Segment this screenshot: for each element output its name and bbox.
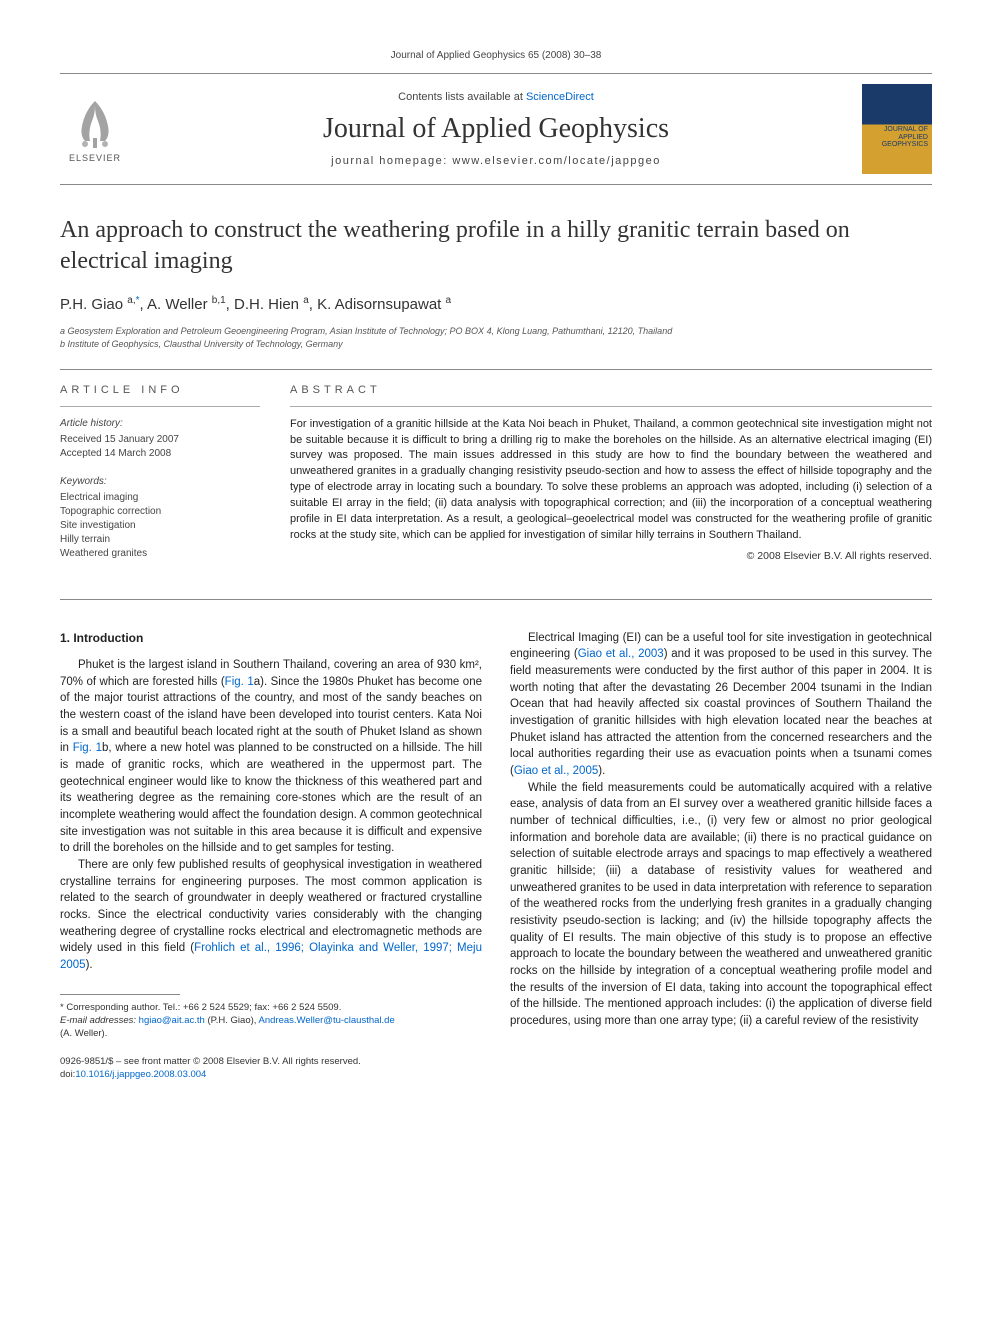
email-1[interactable]: hgiao@ait.ac.th (139, 1015, 205, 1026)
affiliation-a: a Geosystem Exploration and Petroleum Ge… (60, 325, 932, 338)
homepage-line: journal homepage: www.elsevier.com/locat… (130, 155, 862, 167)
elsevier-logo: ELSEVIER (60, 89, 130, 169)
keyword-4: Hilly terrain (60, 533, 260, 547)
doi-link[interactable]: 10.1016/j.jappgeo.2008.03.004 (75, 1069, 206, 1080)
cover-text: JOURNAL OF APPLIED GEOPHYSICS (882, 126, 928, 149)
intro-para-2: There are only few published results of … (60, 857, 482, 974)
keyword-5: Weathered granites (60, 547, 260, 561)
section-1-heading: 1. Introduction (60, 630, 482, 647)
email-line: E-mail addresses: hgiao@ait.ac.th (P.H. … (60, 1014, 482, 1027)
journal-title: Journal of Applied Geophysics (130, 113, 862, 145)
keywords-block: Keywords: Electrical imaging Topographic… (60, 475, 260, 561)
page-container: Journal of Applied Geophysics 65 (2008) … (0, 0, 992, 1121)
email-2-who: (A. Weller). (60, 1027, 482, 1040)
abstract-column: ABSTRACT For investigation of a granitic… (290, 384, 932, 575)
elsevier-label: ELSEVIER (69, 153, 121, 163)
history-received: Received 15 January 2007 (60, 433, 260, 447)
masthead: ELSEVIER Contents lists available at Sci… (60, 73, 932, 185)
keyword-2: Topographic correction (60, 505, 260, 519)
contents-prefix: Contents lists available at (398, 91, 526, 103)
citation-line: Journal of Applied Geophysics 65 (2008) … (60, 50, 932, 61)
footnotes: * Corresponding author. Tel.: +66 2 524 … (60, 1001, 482, 1041)
footnote-separator (60, 994, 180, 995)
contents-line: Contents lists available at ScienceDirec… (130, 91, 862, 103)
left-column: 1. Introduction Phuket is the largest is… (60, 630, 482, 1082)
email-label: E-mail addresses: (60, 1015, 139, 1026)
article-history-block: Article history: Received 15 January 200… (60, 417, 260, 461)
journal-cover-thumbnail: JOURNAL OF APPLIED GEOPHYSICS (862, 84, 932, 174)
article-info-column: ARTICLE INFO Article history: Received 1… (60, 384, 260, 575)
abstract-copyright: © 2008 Elsevier B.V. All rights reserved… (290, 550, 932, 562)
corresponding-author-note: * Corresponding author. Tel.: +66 2 524 … (60, 1001, 482, 1014)
masthead-center: Contents lists available at ScienceDirec… (130, 91, 862, 167)
keywords-heading: Keywords: (60, 475, 260, 489)
cover-line2: APPLIED (882, 134, 928, 142)
abstract-label: ABSTRACT (290, 384, 932, 396)
front-matter-line: 0926-9851/$ – see front matter © 2008 El… (60, 1055, 482, 1068)
doi-line: doi:10.1016/j.jappgeo.2008.03.004 (60, 1068, 482, 1081)
authors-line: P.H. Giao a,*, A. Weller b,1, D.H. Hien … (60, 295, 932, 313)
keyword-1: Electrical imaging (60, 491, 260, 505)
email-2[interactable]: Andreas.Weller@tu-clausthal.de (259, 1015, 395, 1026)
elsevier-tree-icon (70, 96, 120, 151)
footer-block: 0926-9851/$ – see front matter © 2008 El… (60, 1055, 482, 1082)
homepage-prefix: journal homepage: (331, 155, 452, 167)
cover-line3: GEOPHYSICS (882, 141, 928, 149)
cover-line1: JOURNAL OF (882, 126, 928, 134)
intro-para-3: Electrical Imaging (EI) can be a useful … (510, 630, 932, 780)
abstract-divider (290, 406, 932, 407)
right-column: Electrical Imaging (EI) can be a useful … (510, 630, 932, 1082)
info-divider-1 (60, 406, 260, 407)
intro-para-4: While the field measurements could be au… (510, 780, 932, 1030)
article-title: An approach to construct the weathering … (60, 215, 932, 277)
doi-label: doi: (60, 1069, 75, 1080)
article-info-label: ARTICLE INFO (60, 384, 260, 396)
divider-bottom (60, 599, 932, 600)
keyword-3: Site investigation (60, 519, 260, 533)
sciencedirect-link[interactable]: ScienceDirect (526, 91, 594, 103)
affiliation-b: b Institute of Geophysics, Clausthal Uni… (60, 338, 932, 351)
abstract-text: For investigation of a granitic hillside… (290, 417, 932, 545)
history-accepted: Accepted 14 March 2008 (60, 447, 260, 461)
homepage-url: www.elsevier.com/locate/jappgeo (452, 155, 661, 167)
affiliations: a Geosystem Exploration and Petroleum Ge… (60, 325, 932, 350)
email-1-who: (P.H. Giao), (205, 1015, 259, 1026)
body-columns: 1. Introduction Phuket is the largest is… (60, 630, 932, 1082)
intro-para-1: Phuket is the largest island in Southern… (60, 657, 482, 857)
info-abstract-row: ARTICLE INFO Article history: Received 1… (60, 384, 932, 575)
history-heading: Article history: (60, 417, 260, 431)
divider-top (60, 369, 932, 370)
